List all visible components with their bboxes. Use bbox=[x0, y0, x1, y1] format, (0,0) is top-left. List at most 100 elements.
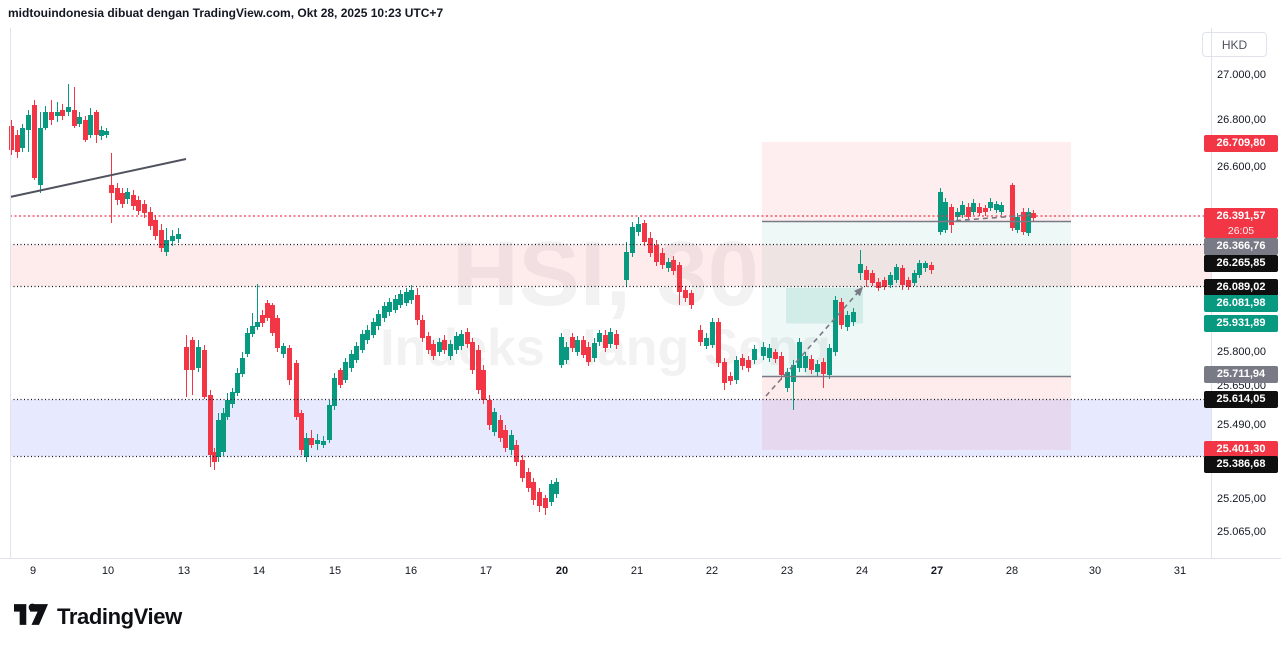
time-label-15: 15 bbox=[328, 565, 342, 577]
candle-body bbox=[912, 273, 917, 283]
candle-body bbox=[722, 362, 727, 383]
candle-body bbox=[221, 413, 226, 452]
candle-body bbox=[240, 358, 245, 374]
candle-body bbox=[349, 354, 354, 368]
candle-body bbox=[791, 365, 796, 382]
price-badge-black: 26.089,02 bbox=[1204, 278, 1278, 296]
candle-body bbox=[543, 498, 548, 508]
dashed-arrow-2[interactable] bbox=[937, 214, 1031, 223]
candle-body bbox=[531, 482, 536, 500]
candle-body bbox=[216, 420, 221, 457]
candle-body bbox=[845, 315, 850, 327]
candle-body bbox=[315, 440, 320, 444]
candle-body bbox=[470, 342, 475, 370]
dashed-arrow-head bbox=[854, 286, 863, 297]
candle-body bbox=[270, 305, 275, 333]
candle-body bbox=[870, 273, 875, 283]
tradingview-logo-icon bbox=[14, 601, 48, 633]
candle-body bbox=[586, 347, 591, 362]
dashed-arrow-1[interactable] bbox=[765, 288, 862, 397]
candle-body bbox=[327, 405, 332, 440]
candle-body bbox=[704, 338, 709, 346]
candle-body bbox=[88, 115, 93, 135]
candle-body bbox=[815, 364, 820, 372]
candle-body bbox=[785, 372, 790, 388]
time-axis[interactable]: 9 10 13 14 15 16 17 20 21 22 23 24 27 28 30 31 bbox=[0, 558, 1281, 588]
candle-body bbox=[235, 373, 240, 393]
candle-body bbox=[603, 335, 608, 348]
price-badge-value: 26.265,85 bbox=[1216, 256, 1266, 269]
candle-body bbox=[454, 336, 459, 350]
candle-body bbox=[304, 438, 309, 457]
candle-body bbox=[120, 193, 125, 204]
candle-body bbox=[983, 208, 988, 212]
candle-body bbox=[575, 340, 580, 352]
candle-body bbox=[761, 347, 766, 356]
candle-body bbox=[549, 484, 554, 502]
candle-body bbox=[858, 264, 863, 273]
zone-teal-box bbox=[762, 221, 1071, 377]
candle-body bbox=[642, 223, 647, 242]
candle-body bbox=[476, 350, 481, 390]
candle-body bbox=[387, 302, 392, 312]
candle-body bbox=[608, 332, 613, 344]
candle-body bbox=[148, 212, 153, 226]
price-badge-red: 25.401,30 bbox=[1204, 440, 1278, 458]
candle-body bbox=[99, 130, 104, 136]
trend-line[interactable] bbox=[9, 158, 187, 198]
price-badge-value: 26.366,76 bbox=[1216, 239, 1266, 252]
candle-body bbox=[32, 105, 37, 178]
candle-body bbox=[740, 358, 745, 366]
time-label-13: 13 bbox=[177, 565, 191, 577]
price-badge-gray: 26.366,76 bbox=[1204, 237, 1278, 255]
candle-body bbox=[265, 303, 270, 318]
candle-body bbox=[465, 332, 470, 344]
candle-body bbox=[176, 234, 181, 239]
candle-body bbox=[281, 346, 286, 354]
candle-body bbox=[929, 265, 934, 270]
candle-body bbox=[415, 295, 420, 320]
candle-body bbox=[104, 131, 109, 135]
candle-body bbox=[360, 334, 365, 350]
candle-body bbox=[131, 195, 136, 206]
candle-body bbox=[710, 322, 715, 345]
candle-body bbox=[212, 452, 217, 462]
time-label-27: 27 bbox=[930, 565, 944, 577]
candle-body bbox=[938, 192, 943, 232]
candle-body bbox=[988, 202, 993, 208]
candle-body bbox=[60, 110, 65, 116]
candle-body bbox=[136, 200, 141, 211]
price-label: 26.600,00 bbox=[1217, 161, 1266, 173]
candle-body bbox=[728, 376, 733, 381]
candle-body bbox=[734, 360, 739, 380]
price-badge-value: 25.711,94 bbox=[1216, 367, 1266, 380]
candle-body bbox=[592, 343, 597, 358]
candle-body bbox=[420, 320, 425, 338]
candle-body bbox=[900, 268, 905, 285]
candle-body bbox=[876, 282, 881, 288]
candle-body bbox=[1015, 217, 1020, 230]
time-label-16: 16 bbox=[404, 565, 418, 577]
candle-body bbox=[371, 322, 376, 335]
candle-body bbox=[1010, 185, 1015, 228]
candle-body bbox=[520, 460, 525, 478]
time-label-28: 28 bbox=[1005, 565, 1019, 577]
price-badge-value: 25.931,89 bbox=[1216, 316, 1266, 329]
price-axis[interactable]: 27.000,00 26.800,00 26.600,00 25.800,00 25.6… bbox=[1204, 28, 1281, 558]
candle-body bbox=[321, 441, 326, 445]
candle-body bbox=[671, 260, 676, 271]
candle-body bbox=[581, 340, 586, 355]
tradingview-logo-text: TradingView bbox=[57, 604, 182, 629]
time-label-9: 9 bbox=[29, 565, 37, 577]
tradingview-logo[interactable]: TradingView bbox=[14, 601, 182, 633]
candle-body bbox=[746, 360, 751, 368]
candle-body bbox=[382, 306, 387, 318]
candle-body bbox=[564, 347, 569, 360]
candle-body bbox=[917, 263, 922, 275]
price-label: 25.800,00 bbox=[1217, 346, 1266, 358]
currency-badge[interactable]: HKD bbox=[1202, 32, 1267, 57]
candle-body bbox=[15, 135, 20, 152]
candle-body bbox=[977, 207, 982, 213]
candle-body bbox=[94, 112, 99, 135]
